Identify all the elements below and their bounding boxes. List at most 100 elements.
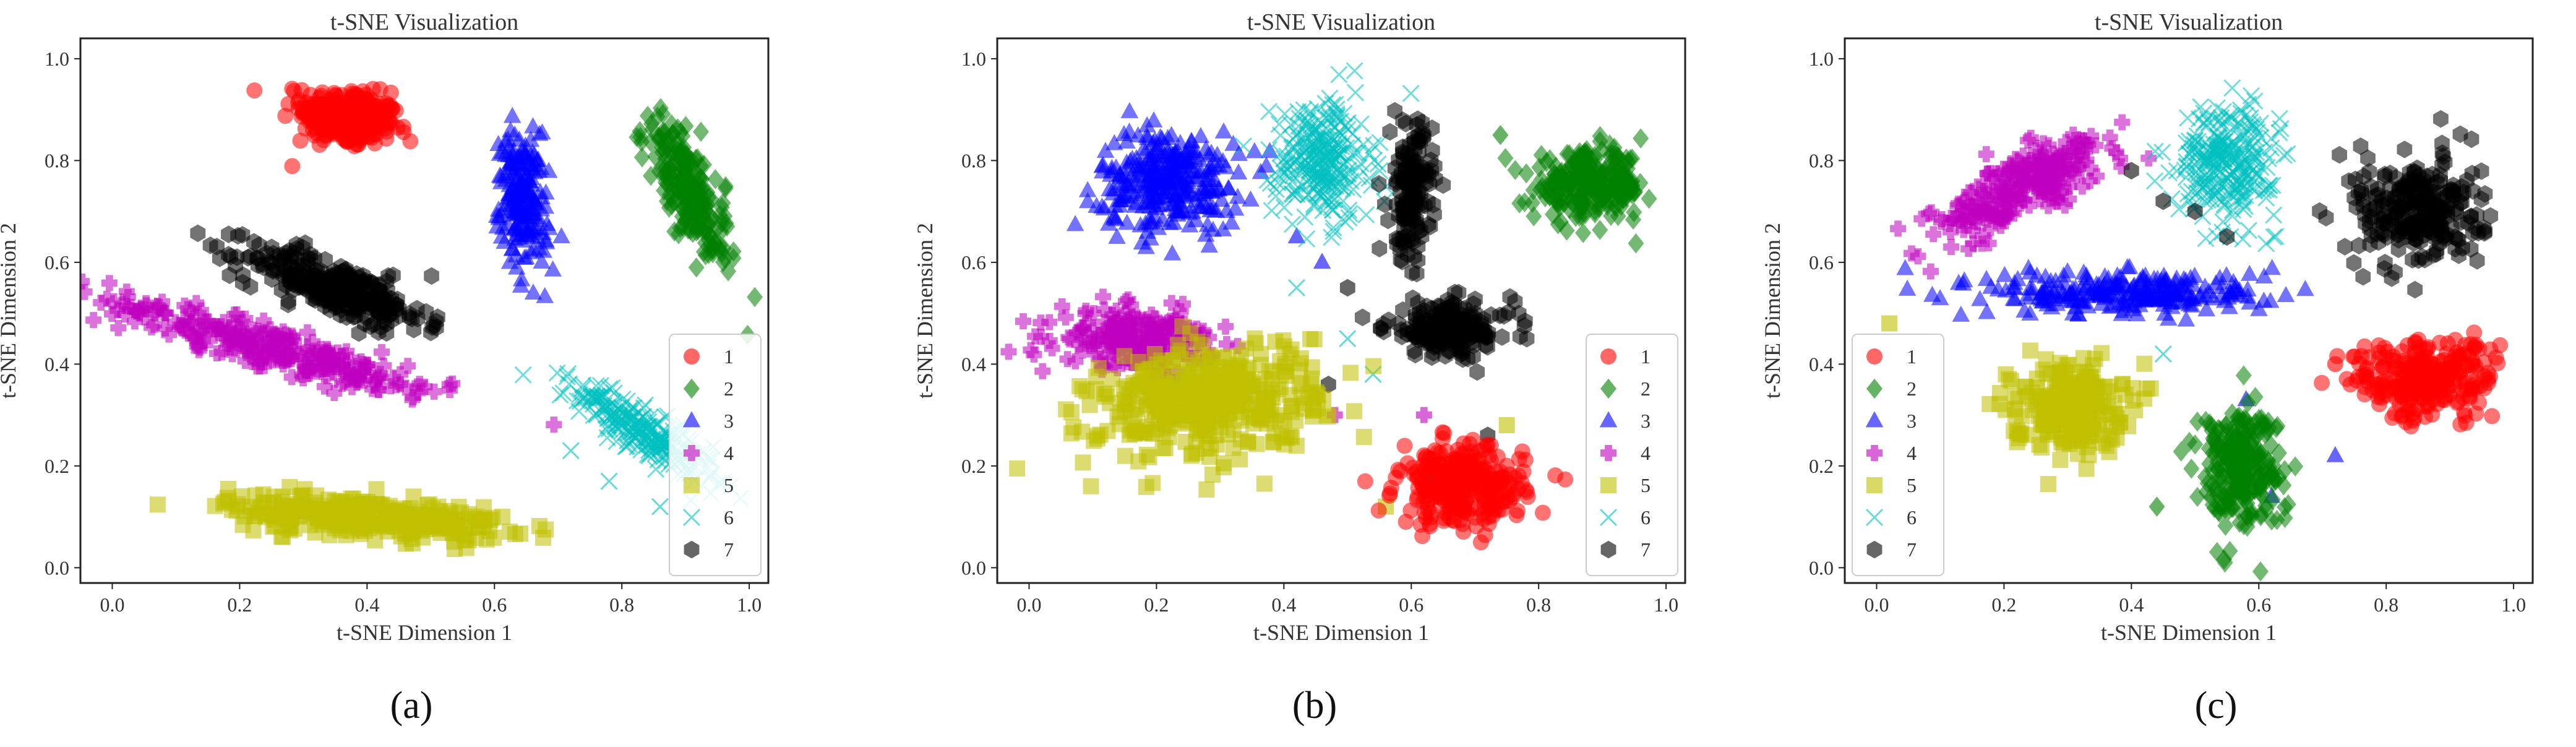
scatter-point-class-4 (1969, 214, 1986, 231)
scatter-point-class-6 (2240, 135, 2258, 153)
scatter-point-class-4 (400, 358, 416, 374)
x-tick-label: 1.0 (1654, 594, 1678, 616)
scatter-point-class-3 (2177, 310, 2196, 327)
scatter-point-class-3 (1222, 213, 1241, 230)
scatter-point-class-5 (1227, 391, 1243, 408)
scatter-point-class-4 (2016, 191, 2032, 208)
scatter-point-class-2 (715, 192, 731, 214)
scatter-point-class-6 (1292, 155, 1310, 173)
scatter-point-class-3 (1146, 163, 1164, 180)
scatter-point-class-4 (1106, 357, 1123, 374)
scatter-point-class-6 (1339, 330, 1357, 348)
scatter-point-class-3 (552, 227, 570, 244)
scatter-point-class-7 (1395, 301, 1410, 319)
scatter-point-class-6 (2170, 200, 2188, 218)
y-tick-label: 0.8 (45, 149, 69, 171)
scatter-point-class-7 (2439, 186, 2455, 205)
scatter-point-class-3 (1118, 132, 1136, 149)
scatter-point-class-1 (1448, 498, 1465, 515)
scatter-point-class-7 (424, 267, 439, 285)
scatter-point-class-7 (1424, 348, 1440, 366)
scatter-point-class-3 (1110, 196, 1129, 213)
scatter-point-class-4 (2041, 191, 2058, 207)
y-tick-label: 0.0 (45, 556, 69, 579)
legend-label-3: 3 (724, 410, 734, 432)
scatter-point-class-5 (430, 511, 447, 527)
y-axis-label: t-SNE Dimension 2 (912, 223, 937, 399)
scatter-point-class-7 (1456, 311, 1472, 330)
scatter-point-class-4 (370, 382, 387, 399)
scatter-point-class-7 (2426, 220, 2442, 239)
scatter-point-class-6 (1331, 165, 1349, 184)
scatter-point-class-4 (2054, 157, 2071, 173)
scatter-point-class-1 (1506, 470, 1523, 486)
panel-letter: (b) (1292, 684, 1337, 727)
scatter-point-class-4 (1141, 332, 1158, 349)
scatter-point-class-4 (1954, 212, 1971, 229)
scatter-point-class-5 (266, 511, 283, 528)
scatter-point-class-1 (1464, 431, 1481, 448)
scatter-point-class-3 (1230, 145, 1248, 162)
scatter-point-class-7 (1519, 329, 1535, 348)
scatter-point-class-4 (2074, 149, 2090, 165)
scatter-point-class-4 (1095, 288, 1112, 305)
scatter-point-class-5 (1265, 433, 1282, 450)
scatter-point-class-5 (1092, 426, 1109, 443)
scatter-point-class-2 (1599, 196, 1616, 216)
scatter-point-class-1 (1468, 518, 1485, 535)
scatter-point-class-5 (484, 509, 501, 526)
scatter-point-class-4 (1971, 204, 1988, 220)
scatter-point-class-4 (1077, 305, 1094, 322)
scatter-point-class-2 (1507, 160, 1524, 180)
scatter-point-class-4 (80, 273, 90, 290)
scatter-point-class-7 (2483, 207, 2499, 225)
scatter-point-class-1 (1453, 485, 1470, 502)
scatter-point-class-7 (2434, 134, 2450, 153)
scatter-point-class-4 (1975, 182, 1992, 199)
scatter-point-class-4 (185, 327, 202, 343)
scatter-point-class-6 (2242, 87, 2260, 105)
scatter-point-class-6 (1283, 173, 1301, 191)
y-tick-label: 0.6 (45, 251, 69, 274)
scatter-point-class-7 (2346, 254, 2362, 272)
scatter-point-class-1 (1439, 474, 1456, 491)
scatter-point-class-4 (1034, 363, 1051, 379)
scatter-point-class-4 (101, 275, 118, 291)
scatter-point-class-4 (348, 354, 364, 371)
scatter-point-class-4 (1124, 335, 1141, 352)
legend-label-6: 6 (1641, 506, 1651, 529)
scatter-point-class-3 (524, 283, 543, 300)
scatter-point-class-5 (1355, 428, 1372, 445)
scatter-point-class-4 (1960, 241, 1977, 257)
scatter-point-class-3 (1154, 210, 1172, 227)
scatter-point-class-7 (1388, 230, 1404, 248)
scatter-point-class-7 (1412, 303, 1427, 322)
scatter-point-class-4 (2025, 162, 2041, 178)
scatter-point-class-6 (2272, 119, 2290, 137)
scatter-point-class-4 (1147, 316, 1164, 332)
scatter-point-class-4 (255, 313, 272, 329)
scatter-point-class-7 (2355, 267, 2371, 286)
scatter-point-class-3 (1154, 196, 1172, 212)
scatter-point-class-4 (247, 341, 264, 358)
scatter-point-class-2 (1575, 223, 1592, 243)
scatter-point-class-4 (243, 349, 259, 366)
scatter-point-class-2 (1552, 188, 1569, 209)
y-tick-label: 0.2 (45, 455, 69, 477)
scatter-point-class-5 (1238, 361, 1255, 378)
scatter-point-class-7 (348, 284, 364, 303)
scatter-point-class-7 (1409, 264, 1425, 283)
scatter-point-class-5 (1365, 358, 1382, 374)
scatter-point-class-4 (1973, 235, 1990, 252)
legend-marker-4 (684, 445, 700, 462)
scatter-point-class-4 (138, 297, 155, 314)
scatter-point-class-7 (2465, 224, 2481, 242)
scatter-point-class-5 (369, 496, 385, 512)
scatter-point-class-6 (2262, 139, 2280, 157)
scatter-point-class-4 (376, 357, 392, 374)
scatter-point-class-2 (711, 239, 728, 259)
scatter-point-class-3 (1191, 127, 1210, 144)
scatter-point-class-7 (1380, 211, 1396, 230)
scatter-point-class-6 (1260, 103, 1278, 121)
scatter-point-class-4 (2045, 177, 2062, 194)
